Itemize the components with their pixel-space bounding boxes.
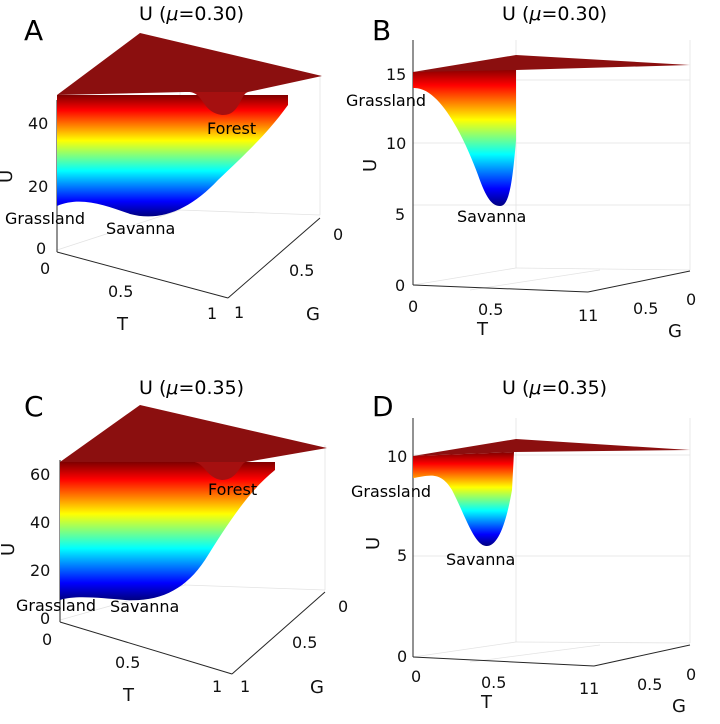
panel-c: C U (μ=0.35) 0 20 40 60 0 0.5 1 0 0.5 1 …	[0, 377, 348, 706]
panel-c-z-tick: 20	[30, 561, 50, 580]
panel-b-grassland-label: Grassland	[346, 91, 426, 110]
panel-b-grid-line	[469, 269, 601, 291]
panel-b-z-tick: 5	[395, 205, 405, 224]
panel-a-x-tick: 0	[40, 259, 50, 278]
panel-a-y-label: G	[306, 304, 320, 325]
panel-d-z-tick: 0	[397, 647, 407, 666]
panel-b-plateau	[413, 55, 690, 72]
panel-a-savanna-label: Savanna	[106, 219, 175, 238]
panel-b-z-tick: 0	[395, 276, 405, 295]
panel-c-grassland-label: Grassland	[16, 596, 96, 615]
panel-a-y-axis	[227, 217, 321, 299]
panel-c-forest-label: Forest	[208, 480, 257, 499]
panel-a-forest-well	[185, 91, 248, 116]
panel-a-grassland-label: Grassland	[5, 209, 85, 228]
panel-c-z-tick: 0	[40, 609, 50, 628]
panel-d-x-tick: 0	[411, 667, 421, 686]
panel-c-z-label: U	[0, 543, 19, 556]
panel-a-grid-line	[56, 209, 181, 251]
panel-b: B U (μ=0.30) 0 5 10 15 0 0.5 11 0.5 0 U …	[346, 3, 696, 342]
panel-c-x-tick: 0	[42, 630, 52, 649]
panel-c-y-tick: 1	[240, 677, 250, 696]
panel-c-x-label: T	[122, 685, 135, 706]
panel-b-y-tick: 0.5	[633, 299, 658, 318]
panel-a-x-axis	[56, 251, 229, 299]
panel-c-z-tick: 60	[30, 465, 50, 484]
panel-b-x-axis	[412, 284, 589, 293]
panel-a-plateau	[57, 33, 322, 95]
panel-b-grid-line	[515, 267, 691, 271]
panel-d-grid-line	[469, 644, 601, 663]
panel-b-x-tick: 11	[578, 306, 598, 325]
panel-d-surface	[413, 452, 514, 547]
panel-a-grid-line	[179, 209, 321, 216]
panel-c-surface	[60, 462, 275, 601]
panel-c-x-tick: 0.5	[115, 653, 140, 672]
panel-d-y-tick: 0	[686, 665, 696, 684]
panel-b-y-label: G	[668, 321, 682, 342]
panel-letter-c: C	[24, 390, 44, 423]
panel-c-plateau	[60, 405, 327, 462]
panel-c-y-label: G	[310, 677, 324, 698]
panel-d-grid-line	[515, 641, 691, 644]
panel-d-plateau	[413, 439, 690, 456]
panel-d-y-label: G	[672, 696, 686, 717]
panel-b-title: U (μ=0.30)	[502, 3, 607, 25]
panel-d-z-tick: 10	[387, 447, 407, 466]
panel-letter-b: B	[372, 14, 391, 47]
panel-a-surface	[57, 95, 288, 217]
panel-a-z-tick: 20	[28, 177, 48, 196]
panel-b-x-label: T	[476, 319, 489, 340]
panel-c-y-tick: 0.5	[292, 633, 317, 652]
panel-b-y-axis	[587, 270, 691, 293]
panel-b-y-tick: 0	[686, 290, 696, 309]
panel-b-z-tick: 10	[386, 134, 406, 153]
panel-a-y-tick: 0	[333, 225, 343, 244]
panel-d-y-axis	[593, 644, 691, 667]
panel-d-grassland-label: Grassland	[351, 482, 431, 501]
panel-c-forest-well	[190, 461, 246, 480]
panel-d-x-axis	[412, 656, 595, 667]
panel-b-x-tick: 0.5	[478, 300, 503, 319]
panel-d-x-label: T	[480, 692, 493, 713]
panel-c-y-axis	[231, 591, 326, 675]
panel-d-z-tick: 5	[397, 546, 407, 565]
panel-b-z-tick: 15	[386, 65, 406, 84]
panel-b-x-tick: 0	[408, 297, 418, 316]
panel-d-x-tick: 11	[579, 679, 599, 698]
panel-a-z-tick: 0	[36, 239, 46, 258]
panel-d-z-label: U	[363, 537, 384, 550]
panel-a-x-label: T	[116, 314, 129, 335]
panel-a-title: U (μ=0.30)	[139, 3, 244, 25]
panel-c-x-axis	[59, 621, 233, 675]
panel-b-z-label: U	[360, 159, 381, 172]
panel-d-x-tick: 0.5	[481, 673, 506, 692]
panel-c-x-tick: 1	[212, 677, 222, 696]
panel-c-y-tick: 0	[338, 597, 348, 616]
panel-d-y-tick: 0.5	[637, 675, 662, 694]
panel-b-surface	[413, 68, 516, 206]
panel-a-y-tick: 0.5	[289, 261, 314, 280]
panel-letter-a: A	[24, 14, 43, 47]
panel-a-forest-label: Forest	[207, 119, 256, 138]
panel-letter-d: D	[372, 390, 394, 423]
panel-d-title: U (μ=0.35)	[502, 377, 607, 399]
panel-a-x-tick: 1	[207, 304, 217, 323]
panel-c-title: U (μ=0.35)	[139, 377, 244, 399]
panel-b-grid-line	[412, 267, 517, 286]
panel-c-grid-line	[184, 584, 326, 591]
panel-d: D U (μ=0.35) 0 5 10 0 0.5 11 0.5 0 U T G…	[351, 377, 696, 717]
panel-d-savanna-label: Savanna	[446, 550, 515, 569]
panel-b-savanna-label: Savanna	[457, 207, 526, 226]
panel-c-z-tick: 40	[30, 513, 50, 532]
panel-d-grid-line	[412, 641, 517, 658]
panel-a-z-tick: 40	[28, 114, 48, 133]
panel-a: A U (μ=0.30) 0 20 40 0 0.5 1 0 0.5 1 U T…	[0, 3, 343, 335]
panel-a-x-tick: 0.5	[108, 282, 133, 301]
panel-c-savanna-label: Savanna	[110, 597, 179, 616]
panel-a-z-label: U	[0, 170, 17, 183]
panel-a-y-tick: 1	[234, 303, 244, 322]
